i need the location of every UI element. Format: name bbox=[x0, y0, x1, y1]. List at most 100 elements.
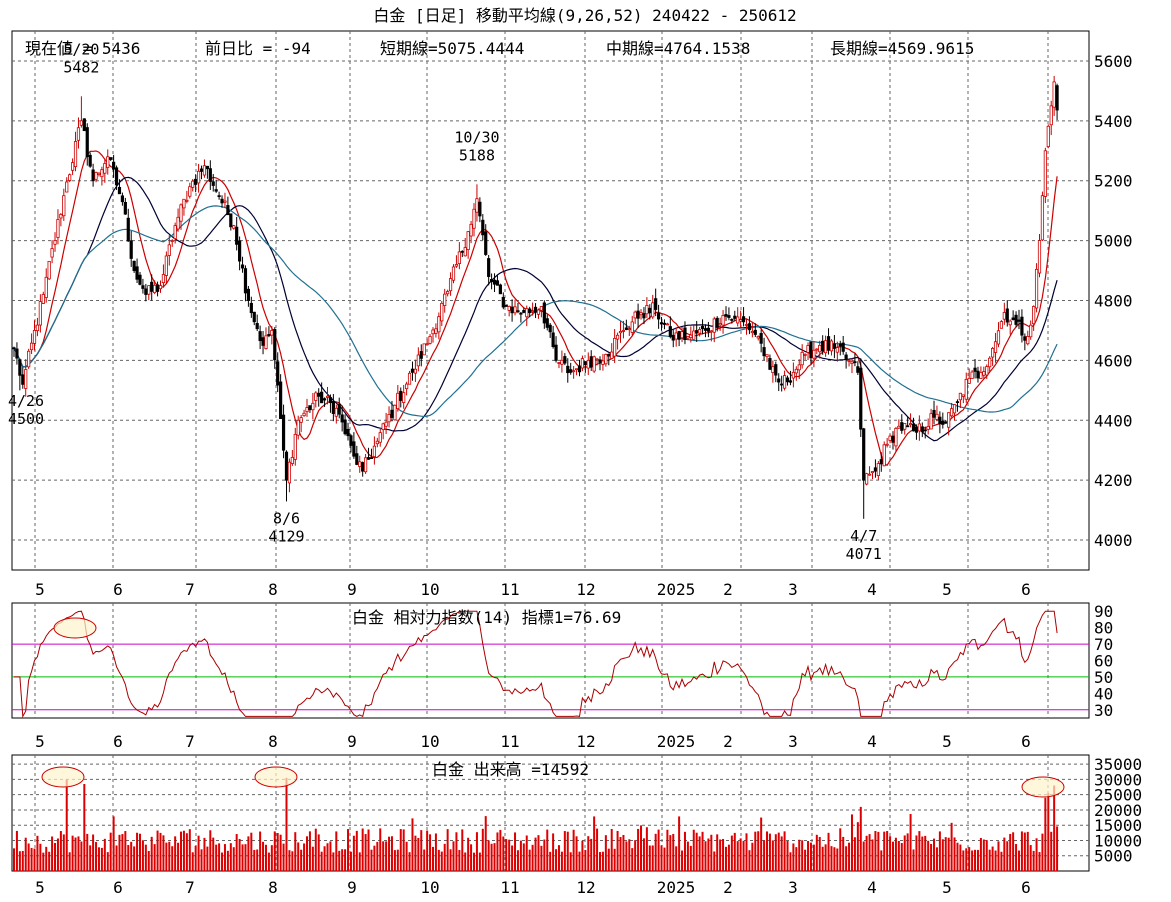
candle bbox=[522, 307, 526, 314]
candle-body bbox=[337, 403, 341, 415]
candle bbox=[302, 409, 306, 417]
volume-bar bbox=[138, 833, 141, 871]
volume-bar bbox=[619, 837, 622, 871]
candle-body bbox=[651, 302, 655, 318]
candle bbox=[352, 432, 356, 459]
candle bbox=[29, 333, 34, 354]
volume-bar bbox=[1012, 832, 1015, 871]
volume-bar bbox=[537, 835, 540, 871]
candle bbox=[328, 394, 333, 413]
candle bbox=[639, 309, 643, 320]
vol-tick-10000: 10000 bbox=[1094, 831, 1142, 850]
candle-body bbox=[103, 163, 107, 174]
candle bbox=[448, 272, 453, 296]
volume-bar bbox=[212, 837, 215, 871]
candle-body bbox=[982, 371, 986, 376]
volume-bar bbox=[420, 830, 423, 871]
candle-body bbox=[44, 276, 48, 298]
candle-body bbox=[741, 316, 746, 323]
price-tick-4800: 4800 bbox=[1094, 292, 1133, 311]
volume-bar bbox=[651, 845, 654, 871]
candle-body bbox=[967, 377, 971, 384]
candle bbox=[457, 242, 461, 270]
volume-bar bbox=[452, 841, 455, 871]
candle bbox=[340, 405, 344, 432]
candle bbox=[358, 455, 362, 473]
candle-body bbox=[384, 421, 388, 427]
candle-body bbox=[824, 340, 828, 354]
annotation-date: 4/7 bbox=[850, 527, 877, 545]
volume-bar bbox=[736, 841, 739, 871]
volume-bar bbox=[935, 847, 938, 871]
month-label: 2 bbox=[723, 878, 733, 897]
candle bbox=[205, 165, 209, 179]
candle-body bbox=[621, 330, 626, 332]
volume-bar bbox=[112, 816, 115, 871]
volume-bar bbox=[821, 846, 824, 871]
volume-bar bbox=[645, 827, 648, 871]
candle bbox=[346, 422, 350, 441]
volume-bar bbox=[399, 829, 402, 871]
candle bbox=[59, 213, 63, 227]
volume-bar bbox=[74, 837, 77, 871]
volume-bar bbox=[232, 847, 235, 871]
candle bbox=[76, 117, 81, 149]
candle-body bbox=[999, 321, 1004, 329]
candle-body bbox=[440, 302, 444, 322]
volume-bar bbox=[774, 834, 777, 871]
volume-bar bbox=[528, 849, 531, 871]
candle-body bbox=[153, 284, 157, 294]
candle-body bbox=[958, 392, 962, 401]
volume-bar bbox=[795, 847, 798, 871]
candle-body bbox=[721, 315, 725, 326]
volume-bar bbox=[475, 832, 478, 871]
candle-body bbox=[446, 291, 450, 295]
candle-body bbox=[525, 308, 529, 318]
volume-bar bbox=[1023, 832, 1026, 871]
candle bbox=[724, 306, 728, 321]
candle-body bbox=[1043, 150, 1047, 197]
candle bbox=[82, 118, 86, 132]
candle bbox=[422, 343, 426, 356]
candle bbox=[88, 152, 92, 168]
volume-bar bbox=[974, 849, 977, 871]
candle bbox=[695, 320, 699, 342]
volume-bar bbox=[150, 836, 153, 871]
candle-body bbox=[654, 298, 658, 310]
candle-body bbox=[211, 181, 215, 186]
candle-body bbox=[150, 281, 154, 292]
candle-body bbox=[255, 323, 259, 330]
candle bbox=[158, 280, 163, 293]
candle-body bbox=[287, 461, 292, 484]
candle-body bbox=[396, 392, 400, 409]
volume-bar bbox=[168, 841, 171, 871]
candle-body bbox=[522, 310, 526, 313]
candle bbox=[334, 404, 338, 424]
candle bbox=[920, 422, 924, 438]
candle-body bbox=[536, 309, 541, 315]
month-label: 2025 bbox=[657, 580, 696, 599]
candle-body bbox=[715, 317, 719, 328]
candle-body bbox=[170, 240, 174, 242]
candle-body bbox=[375, 440, 379, 445]
volume-bar bbox=[484, 816, 487, 871]
candle-body bbox=[325, 395, 330, 398]
volume-bar bbox=[467, 837, 470, 871]
candle-body bbox=[349, 435, 353, 446]
volume-bar bbox=[279, 834, 282, 871]
candle bbox=[135, 258, 139, 283]
volume-bar bbox=[569, 852, 572, 871]
volume-bar bbox=[1015, 844, 1018, 871]
candle-body bbox=[718, 323, 722, 326]
candle bbox=[185, 190, 189, 204]
volume-bar bbox=[640, 825, 643, 871]
volume-bar bbox=[36, 835, 39, 871]
candle bbox=[431, 327, 435, 343]
candle bbox=[308, 405, 312, 413]
candle-body bbox=[730, 319, 734, 321]
candle-body bbox=[548, 324, 552, 333]
candle-body bbox=[771, 366, 775, 373]
candle-body bbox=[791, 371, 795, 379]
candle bbox=[460, 250, 464, 258]
